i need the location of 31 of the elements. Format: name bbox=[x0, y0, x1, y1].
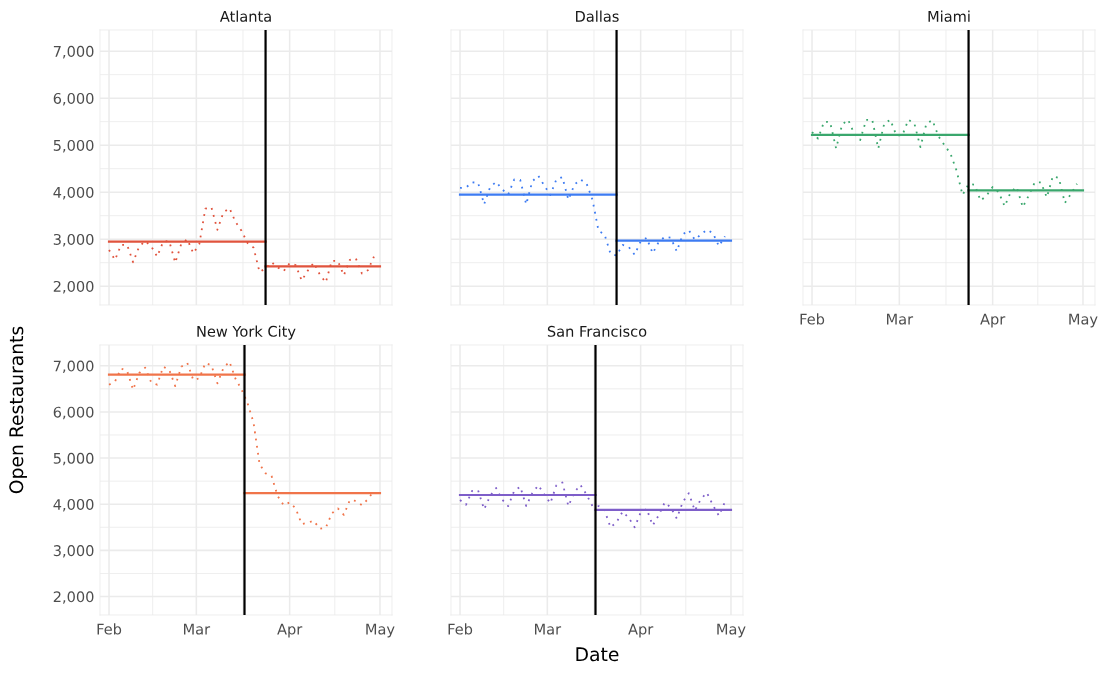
chart-title: New York City bbox=[197, 325, 296, 340]
y-tick-label: 3,000 bbox=[53, 233, 94, 247]
x-tick-label: Mar bbox=[535, 623, 562, 635]
y-tick-label: 3,000 bbox=[53, 545, 94, 558]
x-axis-title: Date bbox=[576, 647, 619, 662]
x-tick-label: May bbox=[1069, 313, 1098, 328]
chart-title: Miami bbox=[928, 10, 970, 22]
y-tick-label: 7,000 bbox=[53, 360, 94, 374]
chart-title: Dallas bbox=[576, 10, 619, 22]
y-tick-label: 2,000 bbox=[53, 280, 94, 294]
y-tick-label: 2,000 bbox=[53, 591, 94, 604]
x-tick-label: Feb bbox=[800, 313, 825, 325]
y-tick-label: 6,000 bbox=[53, 406, 94, 420]
x-tick-label: Feb bbox=[448, 623, 473, 635]
x-tick-label: May bbox=[717, 623, 746, 638]
x-tick-label: Mar bbox=[887, 313, 914, 325]
x-tick-label: Mar bbox=[184, 623, 211, 635]
chart-title: Atlanta bbox=[219, 10, 271, 22]
y-tick-label: 5,000 bbox=[53, 139, 94, 153]
y-tick-label: 4,000 bbox=[53, 498, 94, 512]
x-tick-label: Apr bbox=[277, 623, 303, 638]
x-tick-label: Feb bbox=[97, 623, 122, 635]
x-tick-label: May bbox=[366, 623, 395, 638]
x-tick-label: Apr bbox=[628, 623, 654, 638]
y-tick-label: 6,000 bbox=[53, 92, 94, 106]
y-tick-label: 4,000 bbox=[53, 186, 94, 200]
y-axis-title: Open Restaurants bbox=[9, 326, 27, 494]
chart-title: San Francisco bbox=[547, 325, 647, 337]
x-tick-label: Apr bbox=[980, 313, 1006, 328]
y-tick-label: 5,000 bbox=[53, 452, 94, 466]
y-tick-label: 7,000 bbox=[53, 45, 94, 59]
